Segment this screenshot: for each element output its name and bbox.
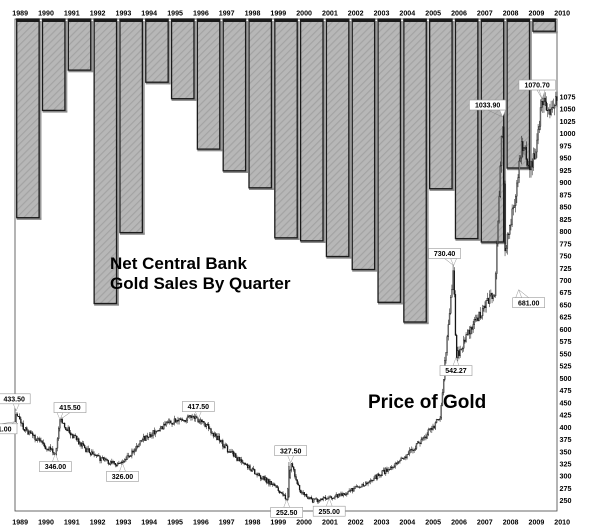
svg-text:425: 425 <box>560 411 572 420</box>
svg-text:250: 250 <box>560 496 572 505</box>
svg-text:2008: 2008 <box>503 10 519 18</box>
svg-text:1989: 1989 <box>12 519 28 527</box>
svg-text:1996: 1996 <box>193 519 209 527</box>
svg-text:1995: 1995 <box>167 10 183 18</box>
svg-text:2002: 2002 <box>348 10 364 18</box>
svg-text:1997: 1997 <box>219 10 235 18</box>
svg-text:730.40: 730.40 <box>434 251 456 258</box>
svg-text:417.50: 417.50 <box>188 404 210 411</box>
svg-text:1993: 1993 <box>116 10 132 18</box>
svg-text:1990: 1990 <box>38 10 54 18</box>
svg-text:1991: 1991 <box>64 10 80 18</box>
svg-text:825: 825 <box>560 215 572 224</box>
svg-text:2007: 2007 <box>477 519 493 527</box>
svg-text:2005: 2005 <box>425 10 441 18</box>
svg-text:850: 850 <box>560 203 572 212</box>
svg-text:1994: 1994 <box>141 10 157 18</box>
svg-text:600: 600 <box>560 325 572 334</box>
svg-text:775: 775 <box>560 239 572 248</box>
svg-text:433.50: 433.50 <box>3 396 25 403</box>
svg-text:2001: 2001 <box>322 519 338 527</box>
svg-text:750: 750 <box>560 252 572 261</box>
svg-text:975: 975 <box>560 141 572 150</box>
svg-text:2008: 2008 <box>503 519 519 527</box>
svg-text:326.00: 326.00 <box>112 474 134 481</box>
svg-text:2000: 2000 <box>296 10 312 18</box>
svg-text:346.00: 346.00 <box>45 464 67 471</box>
svg-text:400: 400 <box>560 423 572 432</box>
svg-text:Net Central Bank: Net Central Bank <box>110 254 248 273</box>
svg-text:675: 675 <box>560 288 572 297</box>
svg-text:450: 450 <box>560 398 572 407</box>
svg-text:252.50: 252.50 <box>276 510 298 517</box>
svg-text:700: 700 <box>560 276 572 285</box>
svg-text:2003: 2003 <box>374 519 390 527</box>
svg-text:325: 325 <box>560 460 572 469</box>
svg-text:1993: 1993 <box>116 519 132 527</box>
svg-text:925: 925 <box>560 166 572 175</box>
svg-text:300: 300 <box>560 472 572 481</box>
svg-text:1025: 1025 <box>560 117 576 126</box>
svg-text:1996: 1996 <box>193 10 209 18</box>
svg-text:1992: 1992 <box>90 10 106 18</box>
svg-text:1070.70: 1070.70 <box>524 83 549 90</box>
svg-text:1991: 1991 <box>64 519 80 527</box>
svg-text:2004: 2004 <box>399 10 415 18</box>
svg-text:2003: 2003 <box>374 10 390 18</box>
svg-text:575: 575 <box>560 337 572 346</box>
svg-text:500: 500 <box>560 374 572 383</box>
svg-text:2004: 2004 <box>399 519 415 527</box>
svg-text:2010: 2010 <box>554 519 570 527</box>
svg-text:350: 350 <box>560 447 572 456</box>
svg-text:725: 725 <box>560 264 572 273</box>
svg-text:275: 275 <box>560 484 572 493</box>
svg-text:Gold Sales By Quarter: Gold Sales By Quarter <box>110 274 291 293</box>
svg-text:2009: 2009 <box>529 519 545 527</box>
svg-text:1989: 1989 <box>12 10 28 18</box>
svg-text:1998: 1998 <box>245 519 261 527</box>
svg-text:475: 475 <box>560 386 572 395</box>
svg-text:950: 950 <box>560 154 572 163</box>
svg-text:255.00: 255.00 <box>318 509 340 516</box>
svg-text:1999: 1999 <box>270 519 286 527</box>
svg-text:625: 625 <box>560 313 572 322</box>
svg-text:1033.90: 1033.90 <box>475 103 500 110</box>
svg-text:2010: 2010 <box>554 10 570 18</box>
svg-text:2001: 2001 <box>322 10 338 18</box>
svg-text:2006: 2006 <box>451 10 467 18</box>
svg-text:2002: 2002 <box>348 519 364 527</box>
svg-text:1997: 1997 <box>219 519 235 527</box>
svg-text:542.27: 542.27 <box>445 368 467 375</box>
svg-text:681.00: 681.00 <box>518 300 540 307</box>
svg-text:2000: 2000 <box>296 519 312 527</box>
svg-text:1000: 1000 <box>560 129 576 138</box>
svg-text:415.50: 415.50 <box>59 405 81 412</box>
svg-text:2009: 2009 <box>529 10 545 18</box>
svg-text:2006: 2006 <box>451 519 467 527</box>
svg-text:1999: 1999 <box>270 10 286 18</box>
svg-text:327.50: 327.50 <box>280 448 302 455</box>
svg-text:1990: 1990 <box>38 519 54 527</box>
svg-text:Price of Gold: Price of Gold <box>368 392 486 413</box>
svg-text:1075: 1075 <box>560 93 576 102</box>
svg-text:875: 875 <box>560 190 572 199</box>
svg-text:1995: 1995 <box>167 519 183 527</box>
svg-text:2007: 2007 <box>477 10 493 18</box>
svg-text:411.00: 411.00 <box>0 426 12 433</box>
svg-text:550: 550 <box>560 349 572 358</box>
svg-text:650: 650 <box>560 301 572 310</box>
svg-text:1998: 1998 <box>245 10 261 18</box>
svg-text:375: 375 <box>560 435 572 444</box>
svg-text:525: 525 <box>560 362 572 371</box>
svg-text:2005: 2005 <box>425 519 441 527</box>
svg-text:900: 900 <box>560 178 572 187</box>
svg-text:1994: 1994 <box>141 519 157 527</box>
svg-text:1050: 1050 <box>560 105 576 114</box>
svg-text:800: 800 <box>560 227 572 236</box>
svg-text:1992: 1992 <box>90 519 106 527</box>
